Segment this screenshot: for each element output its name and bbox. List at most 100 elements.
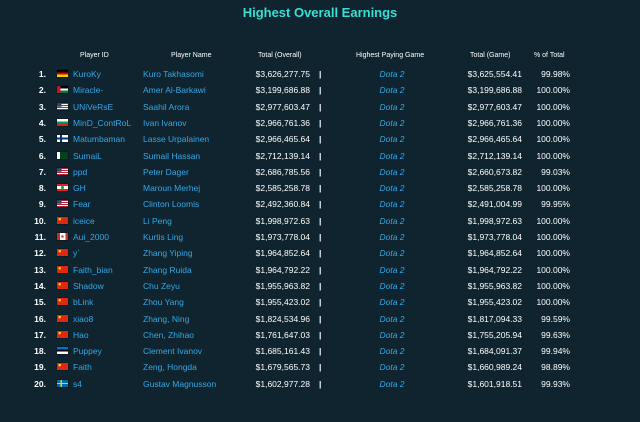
game-link[interactable]: Dota 2 bbox=[379, 264, 405, 275]
game-link[interactable]: Dota 2 bbox=[379, 378, 405, 389]
total-overall-value: $1,964,792.22 bbox=[255, 264, 310, 275]
player-name-link[interactable]: Sumail Hassan bbox=[143, 150, 201, 161]
total-overall-value: $3,199,686.88 bbox=[255, 85, 310, 96]
player-id-link[interactable]: GH bbox=[73, 183, 86, 194]
player-name-link[interactable]: Chen, Zhihao bbox=[143, 329, 195, 340]
player-id-link[interactable]: y` bbox=[73, 248, 81, 259]
column-separator: | bbox=[319, 232, 322, 242]
player-id-link[interactable]: Matumbaman bbox=[73, 134, 125, 145]
player-id-link[interactable]: Puppey bbox=[73, 346, 102, 357]
player-id-link[interactable]: Shadow bbox=[73, 280, 104, 291]
game-link[interactable]: Dota 2 bbox=[379, 150, 405, 161]
player-name-link[interactable]: Maroun Merhej bbox=[143, 183, 201, 194]
game-link[interactable]: Dota 2 bbox=[379, 166, 405, 177]
column-separator: | bbox=[319, 199, 322, 210]
table-row: 14. Shadow Chu Zeyu $1,955,963.82 | Dota 2 $1,… bbox=[0, 278, 640, 294]
game-link[interactable]: Dota 2 bbox=[379, 215, 405, 226]
player-id-link[interactable]: UNiVeRsE bbox=[73, 101, 114, 112]
player-name-link[interactable]: Clinton Loomis bbox=[143, 199, 200, 210]
column-separator: | bbox=[319, 280, 322, 291]
player-name-link[interactable]: Kuro Takhasomi bbox=[143, 69, 204, 79]
player-id-link[interactable]: Miracle- bbox=[73, 85, 104, 96]
player-id-link[interactable]: Fear bbox=[73, 199, 91, 210]
percent-of-total-value: 99.94% bbox=[541, 346, 570, 357]
canada-flag-icon bbox=[57, 233, 68, 240]
percent-of-total-value: 100.00% bbox=[536, 85, 570, 96]
player-name-link[interactable]: Ivan Ivanov bbox=[143, 117, 187, 128]
game-link[interactable]: Dota 2 bbox=[379, 101, 405, 112]
player-name-link[interactable]: Zeng, Hongda bbox=[143, 362, 197, 373]
game-link[interactable]: Dota 2 bbox=[379, 346, 405, 357]
column-separator: | bbox=[319, 215, 322, 226]
game-link[interactable]: Dota 2 bbox=[379, 297, 405, 308]
player-id-link[interactable]: Faith bbox=[73, 362, 92, 373]
player-id-link[interactable]: s4 bbox=[73, 378, 82, 389]
player-id-link[interactable]: iceice bbox=[73, 215, 95, 226]
rank-number: 4. bbox=[38, 117, 46, 128]
header-player-name: Player Name bbox=[171, 52, 212, 59]
player-name-link[interactable]: Zhang, Ning bbox=[143, 313, 190, 324]
game-link[interactable]: Dota 2 bbox=[379, 199, 405, 210]
player-id-link[interactable]: Aui_2000 bbox=[73, 232, 109, 242]
total-overall-value: $2,492,360.84 bbox=[255, 199, 310, 210]
game-link[interactable]: Dota 2 bbox=[379, 248, 405, 259]
player-name-link[interactable]: Kurtis Ling bbox=[143, 232, 184, 242]
total-game-value: $2,712,139.14 bbox=[467, 150, 522, 161]
percent-of-total-value: 99.59% bbox=[541, 313, 570, 324]
column-separator: | bbox=[319, 166, 322, 177]
game-link[interactable]: Dota 2 bbox=[379, 232, 405, 242]
percent-of-total-value: 100.00% bbox=[536, 117, 570, 128]
player-name-link[interactable]: Zhang Yiping bbox=[143, 248, 193, 259]
game-link[interactable]: Dota 2 bbox=[379, 69, 405, 79]
china-flag-icon bbox=[57, 249, 68, 257]
total-overall-value: $1,973,778.04 bbox=[255, 232, 310, 242]
player-name-link[interactable]: Zhou Yang bbox=[143, 297, 184, 308]
bulgaria-flag-icon bbox=[57, 118, 68, 126]
percent-of-total-value: 99.98% bbox=[541, 69, 570, 79]
total-overall-value: $2,966,465.64 bbox=[255, 134, 310, 145]
player-name-link[interactable]: Peter Dager bbox=[143, 166, 189, 177]
rank-number: 10. bbox=[34, 215, 46, 226]
estonia-flag-icon bbox=[57, 347, 68, 355]
table-row: 1. KuroKy Kuro Takhasomi $3,626,277.75 | Dota… bbox=[0, 66, 640, 82]
game-link[interactable]: Dota 2 bbox=[379, 313, 405, 324]
player-name-link[interactable]: Clement Ivanov bbox=[143, 346, 203, 357]
player-name-link[interactable]: Saahil Arora bbox=[143, 101, 190, 112]
game-link[interactable]: Dota 2 bbox=[379, 329, 405, 340]
player-id-link[interactable]: SumaiL bbox=[73, 150, 102, 161]
player-id-link[interactable]: Faith_bian bbox=[73, 264, 113, 275]
game-link[interactable]: Dota 2 bbox=[379, 183, 405, 194]
percent-of-total-value: 100.00% bbox=[536, 280, 570, 291]
total-overall-value: $1,964,852.64 bbox=[255, 248, 310, 259]
player-name-link[interactable]: Li Peng bbox=[143, 215, 172, 226]
game-link[interactable]: Dota 2 bbox=[379, 280, 405, 291]
game-link[interactable]: Dota 2 bbox=[379, 117, 405, 128]
percent-of-total-value: 100.00% bbox=[536, 297, 570, 308]
player-id-link[interactable]: MinD_ContRoL bbox=[73, 117, 132, 128]
player-name-link[interactable]: Gustav Magnusson bbox=[143, 378, 217, 389]
game-link[interactable]: Dota 2 bbox=[379, 362, 405, 373]
game-link[interactable]: Dota 2 bbox=[379, 134, 405, 145]
player-name-link[interactable]: Amer Al-Barkawi bbox=[143, 85, 206, 96]
table-row: 15. bLink Zhou Yang $1,955,423.02 | Dota 2 $1,… bbox=[0, 294, 640, 310]
player-id-link[interactable]: ppd bbox=[73, 166, 88, 177]
china-flag-icon bbox=[57, 216, 68, 224]
player-id-link[interactable]: Hao bbox=[73, 329, 89, 340]
total-game-value: $2,966,761.36 bbox=[467, 117, 522, 128]
player-id-link[interactable]: KuroKy bbox=[73, 69, 101, 79]
player-id-link[interactable]: bLink bbox=[73, 297, 94, 308]
player-name-link[interactable]: Chu Zeyu bbox=[143, 280, 180, 291]
total-overall-value: $2,977,603.47 bbox=[255, 101, 310, 112]
player-name-link[interactable]: Zhang Ruida bbox=[143, 264, 192, 275]
column-separator: | bbox=[319, 101, 322, 112]
percent-of-total-value: 100.00% bbox=[536, 183, 570, 194]
column-separator: | bbox=[319, 134, 322, 145]
game-link[interactable]: Dota 2 bbox=[379, 85, 405, 96]
player-id-link[interactable]: xiao8 bbox=[73, 313, 94, 324]
usa-flag-icon bbox=[57, 102, 68, 110]
rank-number: 5. bbox=[38, 134, 46, 145]
lebanon-flag-icon bbox=[57, 184, 68, 192]
player-name-link[interactable]: Lasse Urpalainen bbox=[143, 134, 210, 145]
column-separator: | bbox=[319, 183, 322, 194]
